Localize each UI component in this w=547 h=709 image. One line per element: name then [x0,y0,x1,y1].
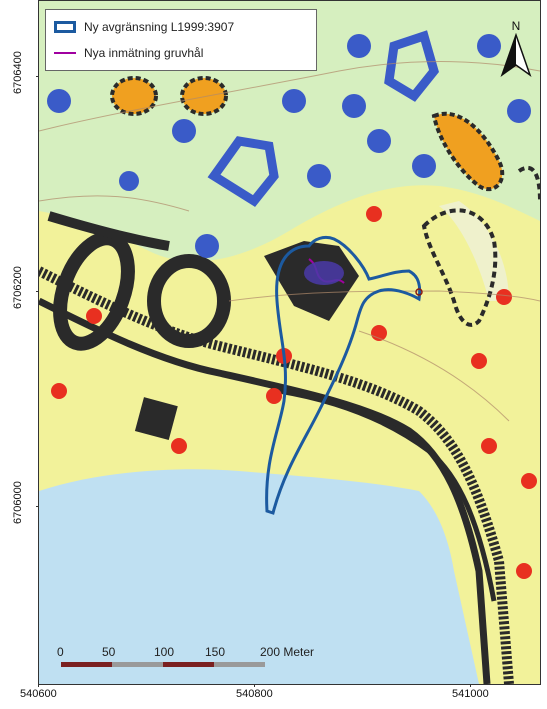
y-tick-label: 6706400 [12,51,24,94]
dark-formation [47,211,170,251]
line-swatch-icon [54,52,76,54]
map-canvas[interactable] [39,1,540,684]
x-tick-mark [38,683,39,687]
dark-formation [53,231,135,351]
lake [39,469,479,684]
open-area-right [439,201,509,301]
y-tick-label: 6706200 [12,266,24,309]
north-label: N [511,19,521,33]
scale-segment [61,662,112,667]
x-tick-label: 540600 [20,688,57,700]
scale-label: 200 Meter [260,645,315,659]
scale-label: 50 [102,645,116,659]
scale-segment [112,662,163,667]
mine-area [304,261,344,285]
dark-formation [134,397,178,441]
scale-label: 0 [57,645,64,659]
boundary-polygon [265,235,422,515]
shoreline-band [278,388,497,602]
north-arrow: N [500,19,532,79]
shoreline-band [39,266,514,684]
shoreline-band [39,297,491,684]
mine-marker [415,288,423,296]
legend-item-mine-hole: Nya inmätning gruvhål [54,46,203,60]
scale-segment [214,662,265,667]
thin-lines [39,61,540,422]
orange-patches [110,76,505,192]
map-frame[interactable]: Ny avgränsning L1999:3907 Nya inmätning … [38,0,541,685]
dark-formation [147,254,231,348]
y-tick-label: 6706000 [12,481,24,524]
x-tick-label: 541000 [452,688,489,700]
legend-item-boundary: Ny avgränsning L1999:3907 [54,20,234,34]
blue-forest-symbols [207,30,439,207]
scale-label: 150 [205,645,226,659]
scale-label: 100 [154,645,175,659]
north-arrow-icon [500,33,532,77]
boundary-swatch-icon [54,21,76,33]
dashed-outlines [421,165,540,327]
scale-bar [61,662,265,667]
x-tick-mark [254,683,255,687]
red-dots [51,206,537,579]
legend-label: Ny avgränsning L1999:3907 [84,20,235,34]
scale-segment [163,662,214,667]
x-tick-label: 540800 [236,688,273,700]
legend-label: Nya inmätning gruvhål [84,46,204,60]
map-legend: Ny avgränsning L1999:3907 Nya inmätning … [45,9,317,71]
x-tick-mark [470,683,471,687]
scale-bar-labels: 0 50 100 150 200 Meter [57,645,357,659]
